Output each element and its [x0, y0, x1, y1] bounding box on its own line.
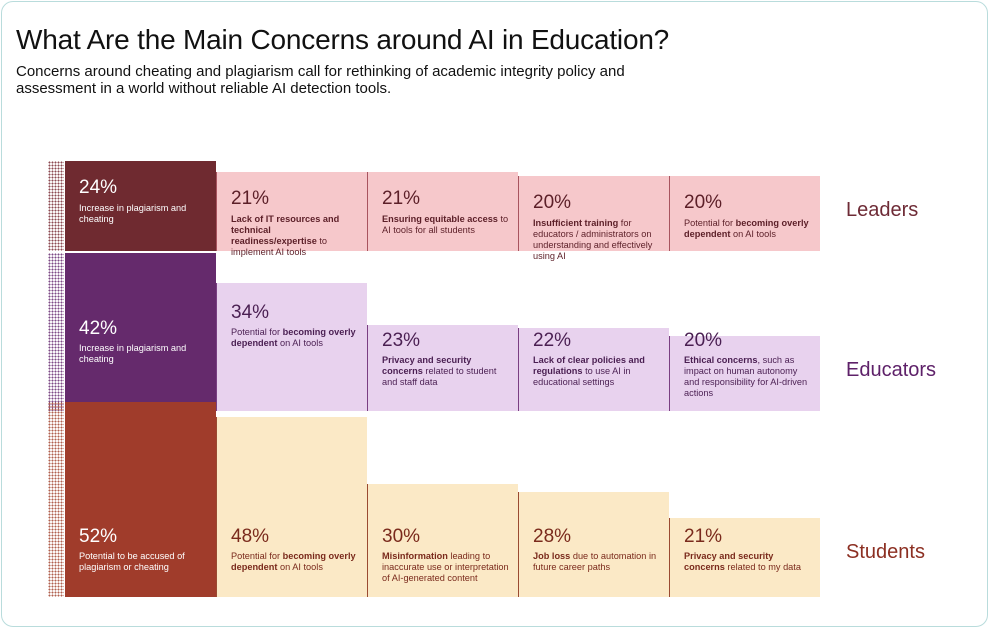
bar-students-4: 28% Job loss due to automation in future …: [518, 492, 669, 597]
bar-value-label: 48%: [231, 526, 270, 547]
bar-value-label: 20%: [533, 192, 572, 213]
bar-value-label: 23%: [382, 330, 421, 351]
bar-value-label: 20%: [684, 330, 723, 351]
bar-value-label: 52%: [79, 526, 118, 547]
dotted-texture: [48, 402, 64, 597]
bar-description: Potential to be accused of plagiarism or…: [79, 551, 185, 572]
bar-leaders-4: 20% Insufficient training for educators /…: [518, 176, 669, 261]
bar-educators-3: 23% Privacy and security concerns related…: [367, 325, 518, 411]
bar-educators-2: 34% Potential for becoming overly depende…: [216, 283, 367, 411]
chart-subtitle: Concerns around cheating and plagiarism …: [16, 63, 625, 97]
bar-educators-5: 20% Ethical concerns, such as impact on h…: [669, 331, 820, 411]
bar-students-5: 21% Privacy and security concerns related…: [669, 518, 820, 597]
bar-description: Insufficient training for educators / ad…: [533, 218, 653, 261]
bar-students-1: 52% Potential to be accused of plagiarism…: [65, 402, 216, 597]
dotted-texture: [48, 253, 64, 411]
bar-students-2: 48% Potential for becoming overly depende…: [216, 417, 367, 597]
bar-description: Privacy and security concerns related to…: [684, 551, 801, 572]
bar-description: Increase in plagiarism and cheating: [79, 343, 187, 364]
bar-value-label: 22%: [533, 330, 572, 351]
bar-educators-4: 22% Lack of clear policies and regulation…: [518, 328, 669, 411]
bar-description: Lack of clear policies and regulations t…: [533, 355, 645, 387]
bar-description: Increase in plagiarism and cheating: [79, 203, 187, 224]
bar-description: Privacy and security concerns related to…: [382, 355, 497, 387]
chart-title: What Are the Main Concerns around AI in …: [16, 24, 670, 55]
bar-description: Ensuring equitable access to AI tools fo…: [382, 214, 509, 235]
bar-value-label: 28%: [533, 526, 572, 547]
bar-educators-1: 42% Increase in plagiarism and cheating: [65, 253, 216, 411]
bar-description: Lack of IT resources and technical readi…: [231, 214, 340, 257]
bar-students-3: 30% Misinformation leading to inaccurate …: [367, 484, 518, 597]
bar-leaders-2: 21% Lack of IT resources and technical re…: [216, 172, 367, 257]
bar-description: Potential for becoming overly dependent …: [684, 218, 809, 239]
bar-value-label: 34%: [231, 302, 270, 323]
bar-leaders-3: 21% Ensuring equitable access to AI tools…: [367, 172, 518, 251]
bar-value-label: 24%: [79, 177, 118, 198]
bar-value-label: 21%: [382, 188, 421, 209]
bar-description: Potential for becoming overly dependent …: [231, 551, 356, 572]
bar-value-label: 20%: [684, 192, 723, 213]
bar-description: Misinformation leading to inaccurate use…: [382, 551, 509, 583]
group-label-students: Students: [846, 541, 925, 563]
bar-description: Job loss due to automation in future car…: [533, 551, 657, 572]
bar-value-label: 42%: [79, 318, 118, 339]
group-label-leaders: Leaders: [846, 199, 919, 221]
bar-value-label: 30%: [382, 526, 421, 547]
dotted-texture: [48, 161, 64, 251]
group-label-educators: Educators: [846, 359, 937, 381]
bar-description: Ethical concerns, such as impact on huma…: [684, 355, 808, 398]
bar-leaders-1: 24% Increase in plagiarism and cheating: [65, 161, 216, 251]
bar-value-label: 21%: [684, 526, 723, 547]
bar-description: Potential for becoming overly dependent …: [231, 327, 356, 348]
bar-leaders-5: 20% Potential for becoming overly depende…: [669, 176, 820, 251]
bar-value-label: 21%: [231, 188, 270, 209]
